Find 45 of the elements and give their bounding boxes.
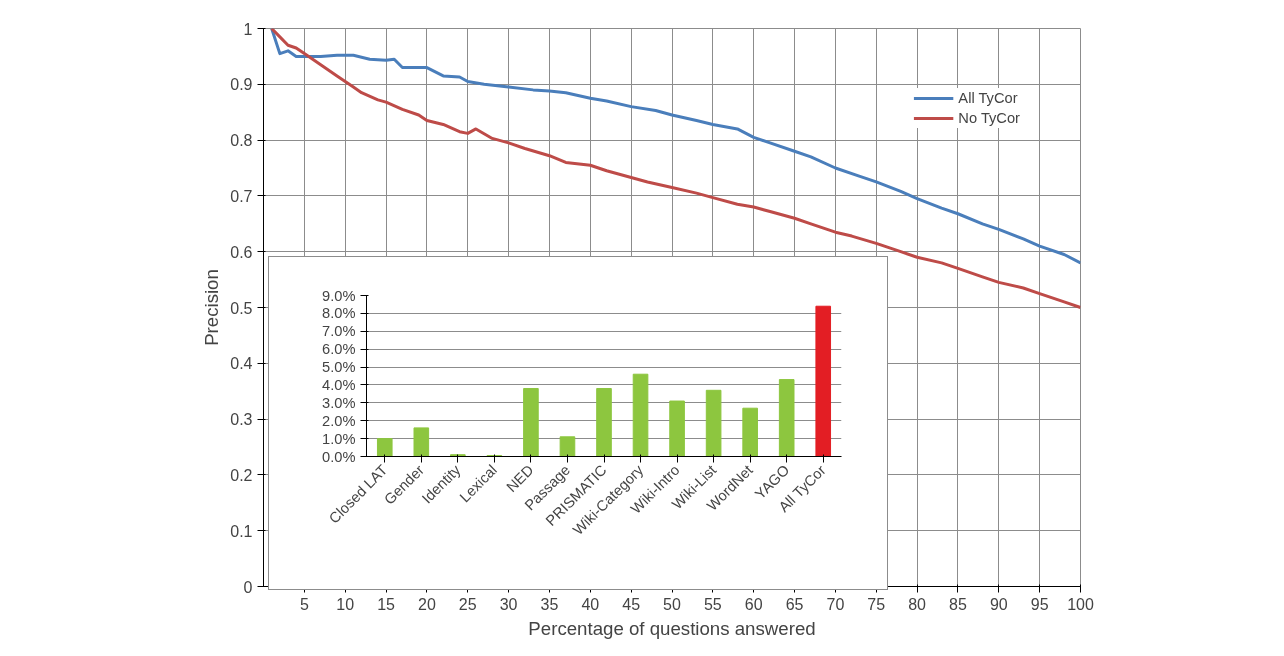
y-tick-label: 0.3 — [230, 411, 253, 429]
x-tick-label: 30 — [499, 595, 518, 613]
x-tick-label: 80 — [908, 595, 927, 613]
x-tick-label: 25 — [458, 595, 477, 613]
x-tick-label: 75 — [867, 595, 886, 613]
y-tick-label: 0 — [243, 578, 253, 596]
legend-label: All TyCor — [958, 90, 1018, 106]
y-tick-label: 4.0% — [322, 376, 356, 393]
y-tick-label: 0.5 — [230, 299, 253, 317]
x-tick-label: 15 — [377, 595, 396, 613]
y-tick-label: 0.7 — [230, 187, 253, 205]
y-tick-label: 3.0% — [322, 394, 356, 411]
y-tick-label: 5.0% — [322, 359, 356, 376]
x-tick-label: 45 — [622, 595, 641, 613]
y-tick-label: 0.1 — [230, 522, 253, 540]
x-tick-label: 65 — [785, 595, 804, 613]
x-tick-label: 20 — [418, 595, 436, 613]
y-tick-label: 0.2 — [230, 466, 253, 484]
y-tick-label: 0.6 — [230, 243, 253, 261]
legend-label: No TyCor — [958, 110, 1020, 126]
y-tick-label: 0.8 — [230, 132, 253, 150]
x-tick-label: 40 — [581, 595, 600, 613]
x-tick-label: 55 — [703, 595, 722, 613]
x-tick-label: 50 — [663, 595, 681, 613]
y-tick-label: 6.0% — [322, 341, 356, 358]
y-tick-label: 1.0% — [322, 430, 356, 447]
y-tick-label: 2.0% — [322, 412, 356, 429]
y-tick-label: 8.0% — [322, 305, 356, 322]
y-tick-label: 7.0% — [322, 323, 356, 340]
y-tick-label: 1 — [243, 20, 253, 38]
x-tick-label: 100 — [1067, 595, 1094, 613]
y-axis-title: Precision — [201, 269, 223, 346]
x-tick-label: 60 — [744, 595, 763, 613]
y-tick-label: 9.0% — [322, 287, 356, 304]
y-tick-label: 0.4 — [230, 355, 253, 373]
x-tick-label: 95 — [1030, 595, 1049, 613]
x-axis-title: Percentage of questions answered — [528, 617, 816, 639]
x-tick-label: 10 — [336, 595, 355, 613]
x-tick-label: 35 — [540, 595, 559, 613]
y-tick-label: 0.9 — [230, 76, 253, 94]
x-tick-label: 90 — [989, 595, 1008, 613]
x-tick-label: 5 — [299, 595, 309, 613]
x-tick-label: 70 — [826, 595, 845, 613]
x-tick-label: 85 — [949, 595, 967, 613]
y-tick-label: 0.0% — [322, 448, 356, 465]
